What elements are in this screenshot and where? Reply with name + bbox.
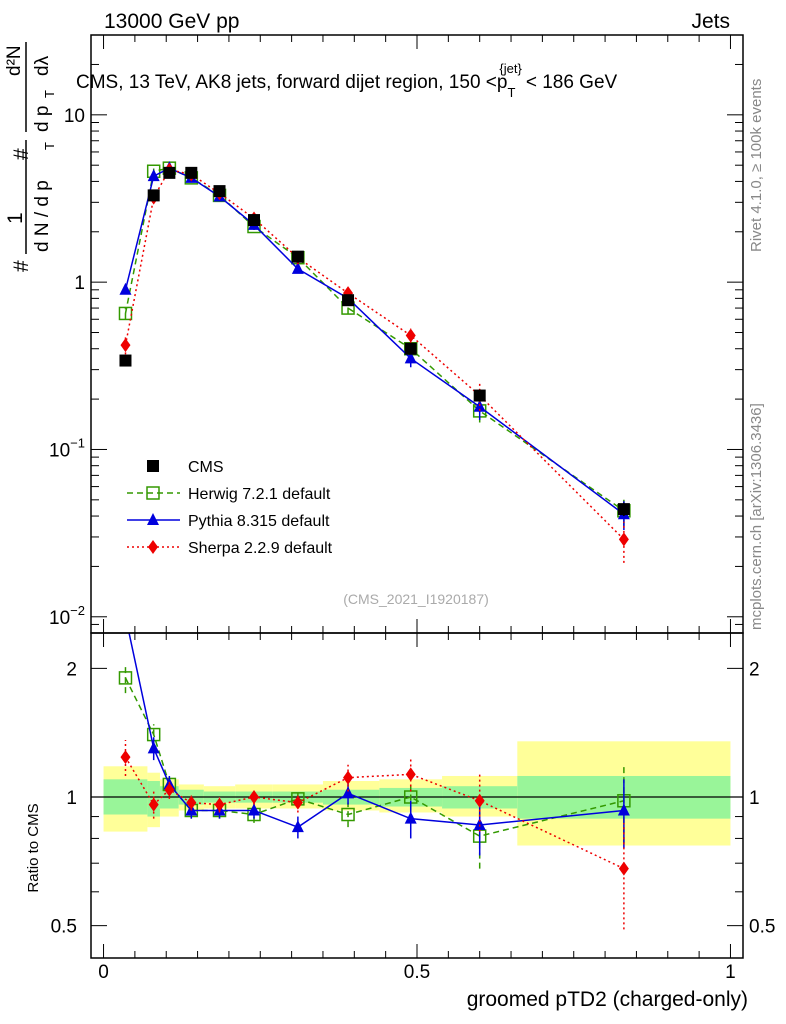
ylabel-dn-sub: T bbox=[42, 142, 57, 150]
ylabel-dn: d N / d p bbox=[32, 180, 53, 252]
main-ytick-label-base: 10 bbox=[49, 440, 70, 461]
analysis-watermark: (CMS_2021_I1920187) bbox=[343, 591, 489, 607]
main-ytick-label-exp: −2 bbox=[70, 603, 85, 618]
main-y-axis-label: # 1 d N / d p T # d p T dλ d²N bbox=[4, 42, 57, 272]
main-series-sherpa-2-2-9-default-point bbox=[120, 338, 131, 353]
main-series-cms-point bbox=[617, 503, 630, 516]
ratio-ytick-label-right-0: 0.5 bbox=[749, 917, 775, 938]
x-tick-label-0: 0 bbox=[98, 962, 109, 983]
main-series-pythia-8-315-default-point bbox=[291, 261, 304, 274]
main-series-cms-point bbox=[185, 166, 198, 179]
ratio-series-sherpa-2-2-9-default-point bbox=[343, 770, 354, 785]
main-ytick-label-base: 10 bbox=[49, 608, 70, 629]
main-series-cms-point bbox=[404, 342, 417, 355]
main-series-cms-point bbox=[248, 214, 260, 227]
main-ytick-label-exp: −1 bbox=[70, 435, 85, 450]
plot-title-sup: {jet} bbox=[499, 61, 522, 76]
plot-title-end: < 186 GeV bbox=[526, 72, 618, 93]
ratio-series-pythia-8-315-default-point bbox=[147, 741, 160, 754]
main-series-sherpa-2-2-9-default-line bbox=[124, 168, 625, 540]
ratio-series-sherpa-2-2-9-default-point bbox=[164, 782, 175, 797]
main-series-cms-point bbox=[213, 185, 226, 198]
ratio-series-pythia-8-315-default-point bbox=[248, 803, 260, 816]
ylabel-d2n: d²N bbox=[4, 45, 25, 76]
ratio-ytick-label-left-1: 1 bbox=[66, 788, 77, 809]
ratio-series bbox=[118, 633, 631, 930]
legend-marker-1 bbox=[146, 486, 160, 500]
main-series-cms-point bbox=[291, 250, 304, 263]
main-series-herwig-7-2-1-default-point bbox=[118, 306, 133, 321]
main-series-cms-point bbox=[147, 189, 160, 202]
category-label: Jets bbox=[691, 10, 730, 33]
ratio-plot-frame bbox=[90, 632, 744, 959]
main-series-cms-point bbox=[163, 166, 176, 179]
plot-title: CMS, 13 TeV, AK8 jets, forward dijet reg… bbox=[76, 61, 618, 100]
legend-label-0: CMS bbox=[188, 459, 224, 476]
ratio-ytick-label-left-2: 2 bbox=[66, 659, 77, 680]
x-tick-label-2: 1 bbox=[725, 962, 736, 983]
ratio-series-sherpa-2-2-9-default-point bbox=[618, 861, 629, 876]
main-ytick-label-3: 10 bbox=[64, 106, 85, 127]
plot-title-sub: T bbox=[507, 85, 515, 100]
legend-label-2: Pythia 8.315 default bbox=[188, 513, 330, 530]
rivet-version-label: Rivet 4.1.0, ≥ 100k events bbox=[748, 79, 765, 252]
plot-title-main: CMS, 13 TeV, AK8 jets, forward dijet reg… bbox=[76, 72, 507, 93]
ylabel-dlambda: dλ bbox=[32, 55, 53, 76]
ratio-y-axis-label: Ratio to CMS bbox=[25, 803, 42, 892]
main-series-cms-point bbox=[473, 389, 486, 402]
ratio-ytick-label-left-0: 0.5 bbox=[51, 917, 77, 938]
main-series-pythia-8-315-default-point bbox=[119, 282, 132, 295]
ratio-axes: 0 0.5 1 0.5 0.5 1 1 2 2 bbox=[51, 633, 775, 983]
legend: CMS Herwig 7.2.1 default Pythia 8.315 defa… bbox=[127, 459, 333, 557]
ylabel-dp-sub: T bbox=[42, 90, 57, 98]
legend-marker-3 bbox=[148, 540, 158, 554]
legend-marker-0 bbox=[147, 460, 159, 472]
ratio-series-pythia-8-315-default-point bbox=[473, 817, 486, 830]
ratio-series-sherpa-2-2-9-default-point bbox=[292, 795, 303, 810]
main-series-pythia-8-315-default-point bbox=[147, 169, 160, 182]
ratio-series-sherpa-2-2-9-default bbox=[120, 739, 629, 930]
energy-label: 13000 GeV pp bbox=[104, 10, 239, 33]
main-series-cms-point bbox=[342, 294, 355, 307]
ratio-ytick-label-right-2: 2 bbox=[749, 659, 760, 680]
ratio-series-sherpa-2-2-9-default-point bbox=[214, 797, 225, 812]
main-ytick-label-1: 10−1 bbox=[49, 435, 85, 461]
ratio-series-sherpa-2-2-9-default-point bbox=[148, 797, 159, 812]
main-series-sherpa-2-2-9-default-point bbox=[618, 532, 629, 547]
main-series bbox=[118, 161, 631, 563]
ratio-series-sherpa-2-2-9-default-point bbox=[249, 790, 259, 805]
legend-marker-2 bbox=[147, 513, 159, 525]
main-series-sherpa-2-2-9-default-point bbox=[405, 328, 416, 343]
x-axis-label: groomed pTD2 (charged-only) bbox=[467, 988, 748, 1011]
main-series-cms bbox=[119, 166, 630, 517]
ratio-series-pythia-8-315-default-point bbox=[617, 803, 630, 816]
ratio-ytick-label-right-1: 1 bbox=[749, 788, 760, 809]
ratio-series-sherpa-2-2-9-default-point bbox=[120, 750, 131, 765]
legend-label-3: Sherpa 2.2.9 default bbox=[188, 540, 333, 557]
ylabel-hash-2: # bbox=[10, 148, 33, 160]
ylabel-hash-1: # bbox=[10, 260, 33, 272]
legend-label-1: Herwig 7.2.1 default bbox=[188, 486, 331, 503]
ratio-series-herwig-7-2-1-default-point bbox=[118, 671, 133, 685]
ylabel-dp: d p bbox=[32, 106, 53, 132]
ratio-series-pythia-8-315-default-point bbox=[291, 820, 304, 833]
main-ytick-label-0: 10−2 bbox=[49, 603, 85, 629]
main-series-pythia-8-315-default-point bbox=[404, 351, 417, 364]
mcplots-label: mcplots.cern.ch [arXiv:1306.3436] bbox=[748, 403, 765, 630]
ratio-series-sherpa-2-2-9-default-point bbox=[474, 793, 485, 808]
ratio-series-pythia-8-315-default-point bbox=[342, 786, 355, 799]
ylabel-one: 1 bbox=[4, 212, 27, 224]
ratio-series-sherpa-2-2-9-default-point bbox=[186, 795, 197, 810]
ratio-series-sherpa-2-2-9-default-point bbox=[405, 767, 416, 782]
ratio-series-herwig-7-2-1-default-point bbox=[341, 807, 355, 822]
ratio-series-pythia-8-315-default-point bbox=[404, 811, 417, 824]
x-tick-label-1: 0.5 bbox=[404, 962, 430, 983]
main-ytick-label-2: 1 bbox=[74, 273, 85, 294]
main-series-cms-point bbox=[119, 354, 132, 367]
